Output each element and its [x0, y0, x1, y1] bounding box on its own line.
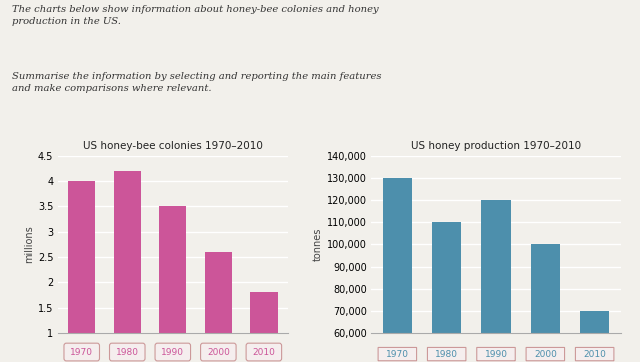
Y-axis label: millions: millions — [24, 226, 34, 263]
FancyBboxPatch shape — [428, 348, 466, 361]
Text: 1980: 1980 — [116, 348, 139, 357]
Bar — [250, 292, 278, 362]
FancyBboxPatch shape — [109, 343, 145, 361]
FancyBboxPatch shape — [64, 343, 99, 361]
FancyBboxPatch shape — [378, 348, 417, 361]
Y-axis label: tonnes: tonnes — [313, 228, 323, 261]
Text: 1970: 1970 — [70, 348, 93, 357]
Bar — [68, 181, 95, 362]
FancyBboxPatch shape — [575, 348, 614, 361]
Text: 1970: 1970 — [386, 350, 409, 359]
Text: 2010: 2010 — [583, 350, 606, 359]
FancyBboxPatch shape — [200, 343, 236, 361]
Bar — [383, 178, 412, 362]
Text: 2000: 2000 — [207, 348, 230, 357]
Text: Summarise the information by selecting and reporting the main features
and make : Summarise the information by selecting a… — [12, 72, 381, 93]
Bar — [481, 200, 511, 362]
FancyBboxPatch shape — [155, 343, 191, 361]
FancyBboxPatch shape — [526, 348, 564, 361]
Text: 1990: 1990 — [161, 348, 184, 357]
Text: The charts below show information about honey-bee colonies and honey
production : The charts below show information about … — [12, 5, 378, 26]
Text: 2000: 2000 — [534, 350, 557, 359]
Title: US honey-bee colonies 1970–2010: US honey-bee colonies 1970–2010 — [83, 141, 263, 151]
Title: US honey production 1970–2010: US honey production 1970–2010 — [411, 141, 581, 151]
Bar — [531, 244, 560, 362]
FancyBboxPatch shape — [477, 348, 515, 361]
Text: 1980: 1980 — [435, 350, 458, 359]
Text: 2010: 2010 — [252, 348, 275, 357]
Text: 1990: 1990 — [484, 350, 508, 359]
Bar — [159, 206, 186, 362]
Bar — [432, 222, 461, 362]
Bar — [580, 311, 609, 362]
FancyBboxPatch shape — [246, 343, 282, 361]
Bar — [205, 252, 232, 362]
Bar — [114, 171, 141, 362]
